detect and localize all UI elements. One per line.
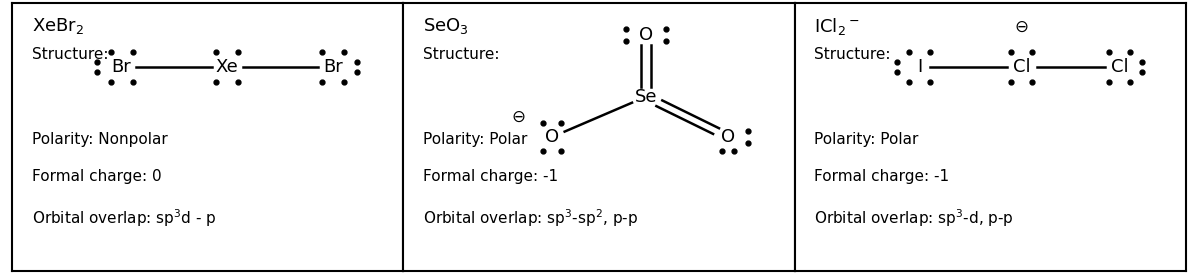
Text: ⊖: ⊖	[512, 108, 526, 126]
Text: Br: Br	[323, 58, 343, 76]
Text: Orbital overlap: sp$^3$-sp$^2$, p-p: Orbital overlap: sp$^3$-sp$^2$, p-p	[423, 207, 639, 229]
Text: SeO$_3$: SeO$_3$	[423, 16, 468, 36]
Text: XeBr$_2$: XeBr$_2$	[31, 16, 84, 36]
Text: Orbital overlap: sp$^3$-d, p-p: Orbital overlap: sp$^3$-d, p-p	[815, 207, 1014, 229]
Text: Cl: Cl	[1012, 58, 1030, 76]
Text: Polarity: Polar: Polarity: Polar	[815, 132, 919, 147]
Text: Polarity: Polar: Polarity: Polar	[423, 132, 527, 147]
Text: Formal charge: -1: Formal charge: -1	[423, 169, 558, 184]
Text: Xe: Xe	[216, 58, 238, 76]
Text: Br: Br	[111, 58, 132, 76]
Text: Cl: Cl	[1111, 58, 1129, 76]
Text: Structure:: Structure:	[31, 47, 108, 62]
Text: Polarity: Nonpolar: Polarity: Nonpolar	[31, 132, 168, 147]
Text: Orbital overlap: sp$^3$d - p: Orbital overlap: sp$^3$d - p	[31, 207, 216, 229]
Text: Se: Se	[635, 88, 658, 106]
Text: ICl$_2$$^-$: ICl$_2$$^-$	[815, 16, 860, 37]
Text: I: I	[918, 58, 922, 76]
Text: O: O	[639, 26, 653, 44]
Text: Formal charge: 0: Formal charge: 0	[31, 169, 162, 184]
Text: Structure:: Structure:	[815, 47, 891, 62]
Text: O: O	[721, 128, 736, 146]
Text: Structure:: Structure:	[423, 47, 500, 62]
Text: O: O	[545, 128, 559, 146]
Text: Formal charge: -1: Formal charge: -1	[815, 169, 949, 184]
Text: ⊖: ⊖	[1015, 18, 1029, 36]
